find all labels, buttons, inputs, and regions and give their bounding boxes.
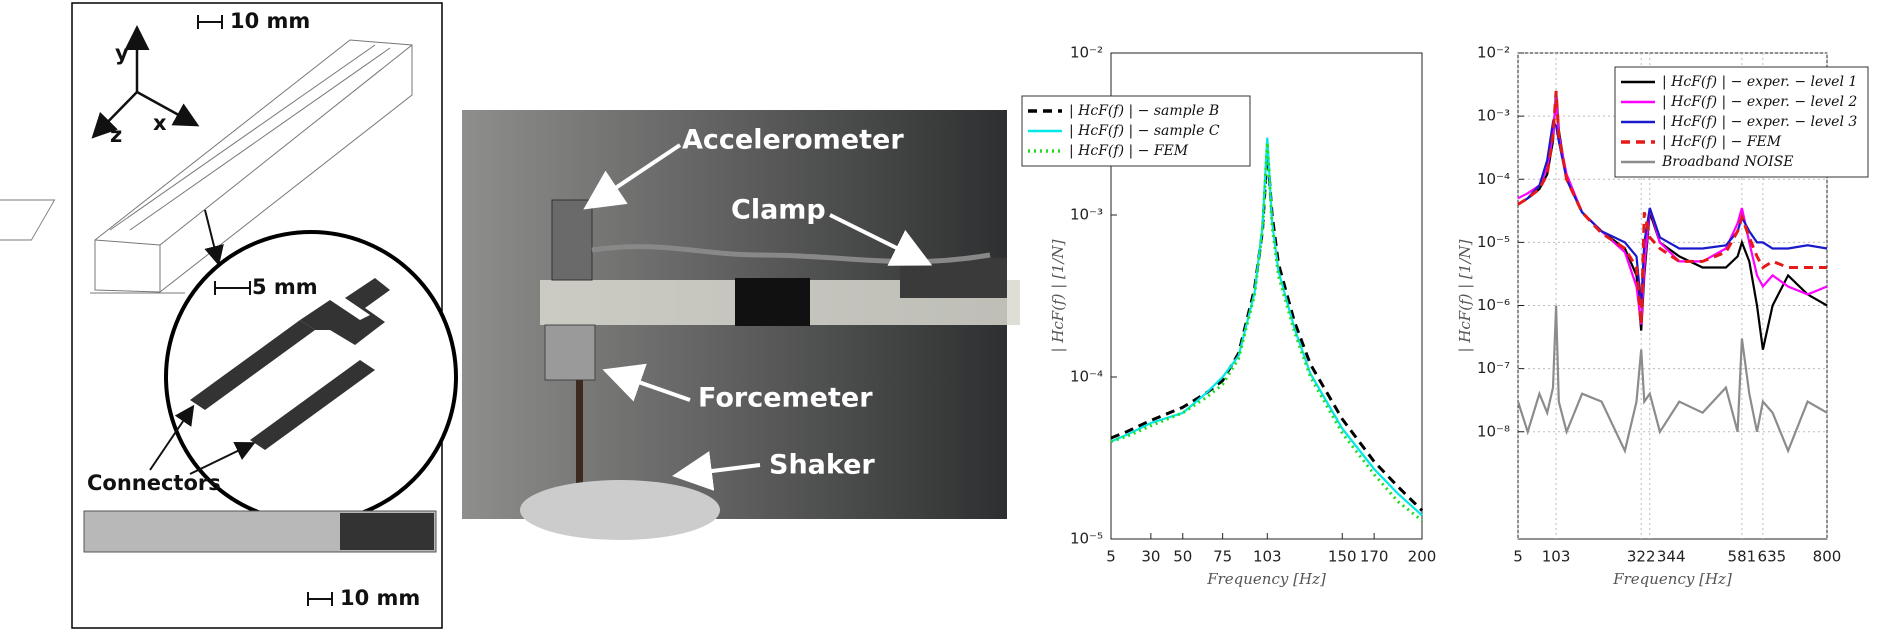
- legend-label: | HcF(f) | − sample B: [1069, 103, 1219, 119]
- legend-label: | HcF(f) | − FEM: [1662, 134, 1782, 150]
- series-line: [1110, 142, 1423, 522]
- x-tick-label: 635: [1758, 548, 1787, 566]
- y-tick-label: 10⁻⁴: [1477, 170, 1510, 188]
- pointers: [583, 143, 933, 491]
- axis-label: x: [153, 111, 167, 135]
- y-tick-label: 10⁻⁷: [1477, 359, 1510, 377]
- pointer: [204, 209, 224, 266]
- legend-box: [1614, 66, 1869, 178]
- shaker: [520, 480, 720, 540]
- photo-panel: Accelerometer Clamp Forcemeter Shaker: [462, 110, 1020, 540]
- photo-label: Forcemeter: [698, 383, 873, 414]
- series-line: [1110, 137, 1423, 517]
- photo-label: Clamp: [731, 195, 826, 226]
- x-tick-label: 50: [1173, 548, 1192, 566]
- legend-label: | HcF(f) | − FEM: [1069, 143, 1189, 159]
- legend-label: | HcF(f) | − exper. − level 1: [1662, 74, 1857, 90]
- schematic-panel: 10 mm y z x 5 mm Connectors 1: [0, 2, 458, 629]
- forcemeter: [544, 324, 596, 381]
- photo-label: Shaker: [769, 450, 875, 481]
- y-tick-label: 10⁻³: [1070, 206, 1103, 224]
- legend-label: | HcF(f) | − exper. − level 2: [1662, 94, 1857, 110]
- scale-bar: [197, 15, 223, 29]
- scale-bar: [214, 281, 251, 295]
- x-tick-label: 150: [1328, 548, 1357, 566]
- x-tick-label: 75: [1213, 548, 1232, 566]
- legend-label: | HcF(f) | − sample C: [1069, 123, 1220, 139]
- x-axis-label: Frequency [Hz]: [1612, 570, 1732, 588]
- y-tick-label: 10⁻⁴: [1070, 368, 1103, 386]
- legend-label: | HcF(f) | − exper. − level 3: [1662, 114, 1857, 130]
- axis-label: y: [115, 41, 129, 65]
- scale-bar: [307, 592, 333, 606]
- x-tick-label: 581: [1728, 548, 1757, 566]
- tape: [735, 278, 810, 326]
- y-tick-label: 10⁻³: [1477, 107, 1510, 125]
- series-line: [1517, 90, 1827, 325]
- x-tick-label: 322: [1627, 548, 1656, 566]
- scale-label: 10 mm: [230, 9, 310, 33]
- x-tick-label: 200: [1408, 548, 1437, 566]
- pointer: [149, 404, 195, 471]
- axes-icon: [91, 25, 200, 139]
- y-tick-label: 10⁻²: [1477, 44, 1510, 62]
- beam-end: [340, 513, 434, 550]
- sensor-part: [190, 278, 390, 450]
- y-tick-label: 10⁻⁶: [1477, 296, 1510, 314]
- y-tick-label: 10⁻⁵: [1477, 233, 1510, 251]
- x-tick-label: 800: [1813, 548, 1842, 566]
- series-line: [1517, 97, 1828, 325]
- x-axis-label: Frequency [Hz]: [1206, 570, 1326, 588]
- pointer: [189, 441, 256, 475]
- stinger: [576, 380, 583, 490]
- scale-label: 10 mm: [340, 586, 420, 610]
- y-tick-label: 10⁻²: [1070, 44, 1103, 62]
- y-axis-label: | HcF(f) | [1/N]: [1049, 239, 1067, 352]
- x-tick-label: 30: [1141, 548, 1160, 566]
- series-line: [1516, 305, 1828, 455]
- x-tick-label: 170: [1360, 548, 1389, 566]
- x-tick-label: 103: [1542, 548, 1571, 566]
- beam-wireframe: [0, 39, 413, 294]
- accelerometer: [551, 199, 593, 281]
- legend-label: Broadband NOISE: [1661, 154, 1794, 170]
- y-tick-label: 10⁻⁵: [1070, 530, 1103, 548]
- x-tick-label: 103: [1253, 548, 1282, 566]
- axis-label: z: [110, 123, 122, 147]
- y-axis-label: | HcF(f) | [1/N]: [1456, 239, 1474, 352]
- x-tick-label: 5: [1513, 548, 1523, 566]
- connectors-label: Connectors: [87, 471, 221, 495]
- photo-label: Accelerometer: [682, 125, 904, 156]
- x-tick-label: 5: [1106, 548, 1116, 566]
- x-tick-label: 344: [1657, 548, 1686, 566]
- y-tick-label: 10⁻⁸: [1477, 422, 1510, 440]
- scale-label: 5 mm: [252, 275, 318, 299]
